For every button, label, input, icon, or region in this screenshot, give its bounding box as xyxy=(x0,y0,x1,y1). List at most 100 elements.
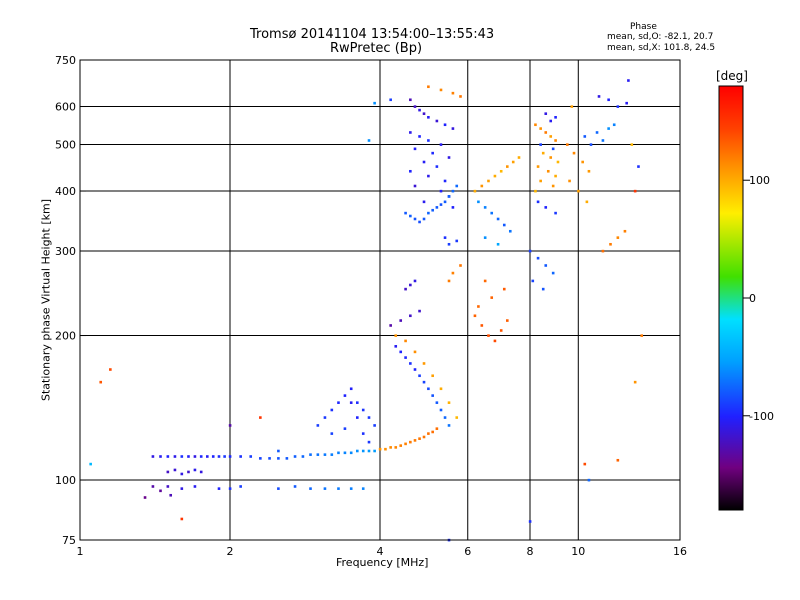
colorbar-gradient xyxy=(718,85,744,511)
data-point xyxy=(193,455,197,458)
data-point xyxy=(180,517,184,521)
data-point xyxy=(435,165,439,168)
data-point xyxy=(447,156,451,159)
data-point xyxy=(551,147,555,151)
data-point xyxy=(301,455,305,458)
y-tick-label: 100 xyxy=(55,474,76,487)
data-point xyxy=(496,217,500,221)
data-point xyxy=(173,455,177,458)
data-point xyxy=(367,449,371,453)
data-point xyxy=(239,485,242,488)
data-point xyxy=(169,493,173,497)
data-point xyxy=(459,264,462,267)
data-point xyxy=(549,156,553,159)
data-point xyxy=(499,169,503,173)
data-point xyxy=(483,236,487,239)
data-point xyxy=(616,236,620,239)
data-point xyxy=(378,447,382,451)
data-point xyxy=(389,324,392,327)
data-point xyxy=(173,468,177,472)
data-point xyxy=(413,279,417,283)
data-point xyxy=(427,85,430,89)
data-point xyxy=(367,416,371,419)
data-point xyxy=(556,160,560,164)
y-tick-label: 200 xyxy=(55,330,76,343)
phase-stats-o: mean, sd,O: -82.1, 20.7 xyxy=(607,32,714,42)
data-point xyxy=(422,160,426,164)
chart-subtitle: RwPretec (Bp) xyxy=(330,41,423,56)
data-point xyxy=(249,455,253,458)
data-point xyxy=(323,487,327,490)
data-point xyxy=(451,206,455,209)
data-point xyxy=(159,489,162,493)
data-point xyxy=(349,451,353,455)
data-point xyxy=(228,487,232,490)
data-point xyxy=(447,279,451,283)
data-point xyxy=(277,487,280,490)
data-point xyxy=(180,487,184,490)
data-point xyxy=(427,174,430,178)
data-point xyxy=(404,211,407,215)
colorbar-tick-label: 0 xyxy=(749,292,756,305)
data-point xyxy=(431,374,434,378)
data-point xyxy=(443,416,447,419)
data-point xyxy=(431,208,434,212)
data-point xyxy=(422,200,426,204)
data-point xyxy=(451,127,455,130)
data-point xyxy=(427,432,430,435)
data-point xyxy=(572,151,576,155)
data-point xyxy=(499,329,503,332)
data-point xyxy=(554,139,557,142)
data-point xyxy=(394,345,398,348)
data-point xyxy=(623,229,627,233)
data-point xyxy=(536,200,540,204)
data-point xyxy=(493,174,497,178)
data-point xyxy=(427,116,430,119)
data-point xyxy=(409,362,412,365)
data-point xyxy=(581,160,584,164)
data-point xyxy=(413,105,417,108)
data-point xyxy=(349,387,353,391)
data-point xyxy=(418,374,421,378)
data-point xyxy=(355,416,359,419)
data-point xyxy=(361,487,365,490)
data-point xyxy=(439,408,443,412)
data-point xyxy=(413,439,417,442)
data-point xyxy=(480,184,484,188)
phase-stats-x: mean, sd,X: 101.8, 24.5 xyxy=(607,43,716,53)
data-point xyxy=(583,135,587,138)
data-point xyxy=(404,339,407,343)
data-point xyxy=(394,334,398,337)
data-point xyxy=(505,165,509,168)
data-point xyxy=(330,408,334,412)
y-tick-label: 750 xyxy=(55,54,76,67)
data-point xyxy=(597,95,601,98)
data-point xyxy=(205,455,209,458)
colorbar-unit-label: [deg] xyxy=(716,69,748,83)
colorbar-tick-label: -100 xyxy=(749,410,774,423)
data-point xyxy=(316,424,320,427)
data-point xyxy=(187,470,190,474)
data-point xyxy=(551,184,555,188)
data-point xyxy=(355,449,359,453)
data-point xyxy=(439,203,443,206)
x-axis-label: Frequency [MHz] xyxy=(336,556,429,569)
data-point xyxy=(427,139,430,142)
x-tick-label: 2 xyxy=(227,545,234,558)
data-point xyxy=(199,470,203,474)
data-point xyxy=(367,139,371,142)
data-point xyxy=(151,455,155,458)
data-point xyxy=(228,455,232,458)
grid-lines xyxy=(80,60,680,540)
y-tick-label: 75 xyxy=(62,534,76,547)
data-point xyxy=(502,223,506,227)
data-point xyxy=(447,401,451,404)
data-point xyxy=(373,449,376,453)
data-point xyxy=(511,160,515,164)
data-point xyxy=(361,432,365,435)
data-point xyxy=(159,455,162,458)
colorbar: 100 0 -100 xyxy=(718,85,774,511)
data-point xyxy=(633,380,637,384)
data-point xyxy=(277,449,280,453)
data-point xyxy=(447,242,451,246)
